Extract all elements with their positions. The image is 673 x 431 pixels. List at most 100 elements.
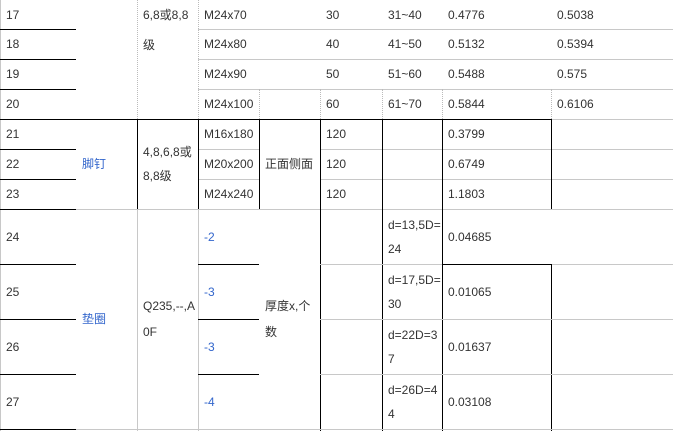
weight-value: 0.5488 [448,67,485,81]
weight-value-2: 0.5038 [557,7,594,22]
border [382,89,383,119]
weight-value-2: 0.575 [557,67,588,81]
border [76,209,673,210]
thickness-link[interactable]: -4 [204,394,215,409]
weight-value-2: 0.6106 [557,97,594,111]
border [382,119,383,431]
weight-value: 0.6749 [448,157,485,171]
length-value: 40 [326,37,340,51]
row-number: 27 [6,394,20,409]
weight-value: 1.1803 [448,187,485,201]
border [137,209,138,431]
border [259,119,260,209]
border [320,374,442,375]
border [442,264,552,265]
range-value: 51~60 [388,67,422,81]
border [0,209,76,210]
border [552,119,673,120]
row-number: 22 [6,157,20,171]
length-value: 30 [326,7,340,22]
spec: M20x200 [204,157,254,171]
border [320,149,673,150]
border [198,179,259,180]
weight-value: 0.4776 [448,7,485,22]
row-number: 19 [6,67,20,81]
border [0,119,552,120]
range-value: 31~40 [388,7,422,22]
washer-link[interactable]: 垫圈 [82,312,107,326]
border [552,264,673,265]
thickness-link[interactable]: -3 [204,339,215,354]
range-value: 41~50 [388,37,422,51]
row-number: 20 [6,97,20,111]
border [0,429,76,430]
border [320,89,321,119]
border [320,119,321,431]
bolt-grade: 6,8或8,8级 [143,8,189,52]
thickness-link[interactable]: -2 [204,229,215,244]
dimension-value: d=22D=37 [388,327,438,366]
weight-value: 0.01637 [448,339,492,354]
length-value: 120 [326,157,347,171]
border [198,264,259,265]
border [259,89,260,119]
weight-value: 0.5132 [448,37,485,51]
washer-unit: 厚度x,个数 [265,299,311,339]
border [198,119,199,209]
weight-value: 0.03108 [448,394,492,409]
border [76,429,673,430]
border [198,0,199,119]
surface: 正面侧面 [265,157,314,171]
spec: M24x70 [204,7,247,22]
border [198,59,673,60]
border [0,59,76,60]
border [0,0,1,431]
border [320,319,442,320]
dimension-value: d=13,5D=24 [388,217,441,256]
dimension-value: d=26D=44 [388,382,438,421]
border [198,319,259,320]
border [0,319,76,320]
spec: M24x100 [204,97,254,111]
foot-nail-link[interactable]: 脚钉 [82,157,107,171]
border [320,179,673,180]
border [0,29,76,30]
thickness-link[interactable]: -3 [204,284,215,299]
foot-nail-grade: 4,8,6,8或8,8级 [143,145,192,183]
border [0,374,76,375]
length-value: 60 [326,97,340,111]
length-value: 50 [326,67,340,81]
weight-value: 0.04685 [448,229,492,244]
border [442,319,673,320]
border [442,374,673,375]
border [0,89,76,90]
row-number: 18 [6,37,20,51]
border [198,149,259,150]
dimension-value: d=17,5D=30 [388,272,441,311]
border [198,89,673,90]
border [0,149,76,150]
spec: M24x90 [204,67,247,81]
border [198,29,673,30]
spec: M24x80 [204,37,247,51]
border [442,89,443,119]
border [198,374,259,375]
border [198,209,199,431]
border [442,119,443,431]
border [137,119,138,209]
spec: M24x240 [204,187,254,201]
row-number: 23 [6,187,20,201]
row-number: 24 [6,229,20,244]
weight-value: 0.5844 [448,97,485,111]
border [551,264,552,431]
length-value: 120 [326,187,347,201]
row-number: 21 [6,127,20,141]
border [0,264,76,265]
row-number: 17 [6,7,20,22]
row-number: 25 [6,284,20,299]
weight-value-2: 0.5394 [557,37,594,51]
row-number: 26 [6,339,20,354]
border [137,0,138,119]
border [320,264,442,265]
